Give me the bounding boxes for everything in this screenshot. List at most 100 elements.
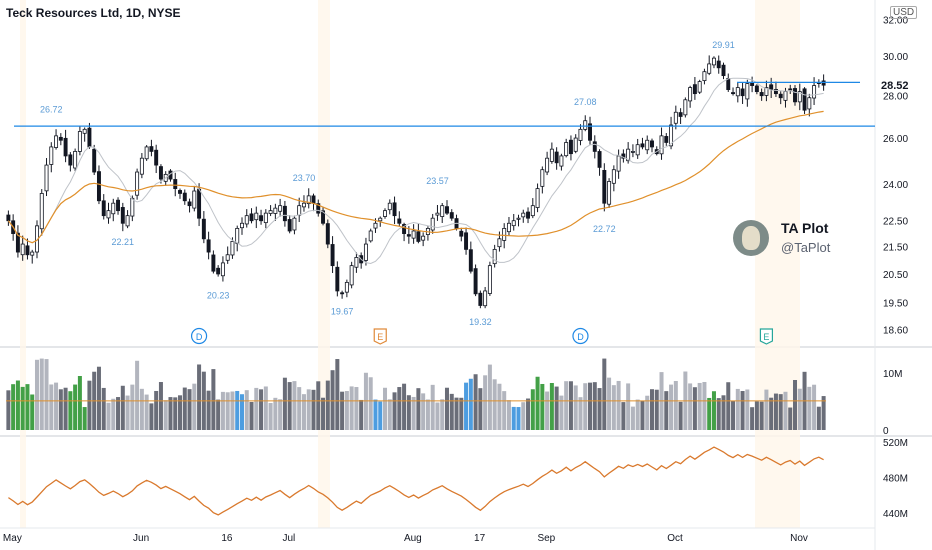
volume-bar [106, 402, 111, 430]
volume-bar [564, 381, 569, 430]
candle-up [707, 63, 712, 74]
candle-up [735, 87, 740, 97]
volume-bar [654, 389, 659, 430]
candle-up [487, 265, 492, 294]
volume-bar [192, 383, 197, 430]
price-tick-label: 26.00 [883, 134, 908, 145]
volume-bar [197, 364, 202, 430]
x-tick-label: Sep [537, 533, 555, 544]
candle-up [421, 235, 426, 241]
volume-bar [511, 406, 516, 430]
volume-bar [535, 376, 540, 430]
volume-bar [44, 359, 49, 430]
candle-down [96, 171, 101, 202]
candle-up [278, 205, 283, 212]
candle-up [683, 99, 688, 116]
volume-bar [473, 374, 478, 430]
candle-up [797, 91, 802, 103]
candle-down [197, 188, 202, 219]
candle-up [483, 290, 488, 307]
candle-down [778, 93, 783, 99]
volume-bar [182, 387, 187, 430]
candle-up [39, 193, 44, 230]
candle-up [30, 251, 35, 256]
volume-bar [764, 389, 769, 430]
candle-up [764, 87, 769, 96]
volume-bar [640, 400, 645, 430]
candle-down [464, 232, 469, 250]
candle-down [340, 292, 345, 295]
volume-bar [678, 401, 683, 430]
volume-bar [793, 380, 798, 430]
volume-bar [163, 400, 168, 430]
candle-down [597, 151, 602, 168]
volume-bar [454, 397, 459, 430]
candle-up [106, 210, 111, 219]
candle-up [626, 148, 631, 162]
candle-down [692, 84, 697, 95]
volume-bar [821, 396, 826, 430]
price-tick-label: 32.00 [883, 15, 908, 26]
brand-badge[interactable]: TA Plot @TaPlot [733, 216, 833, 262]
volume-bar [330, 370, 335, 430]
volume-bar [340, 391, 345, 430]
obv-tick-label: 440M [883, 509, 908, 520]
candle-up [292, 217, 297, 231]
candle-up [497, 238, 502, 248]
candle-down [721, 64, 726, 77]
volume-bar [568, 381, 573, 430]
volume-bar [578, 397, 583, 430]
volume-bar [435, 402, 440, 430]
volume-bar [630, 406, 635, 430]
candle-up [530, 205, 535, 217]
candle-up [130, 197, 135, 217]
currency-badge[interactable]: USD [890, 6, 918, 19]
candle-down [282, 205, 287, 222]
volume-bar [726, 382, 731, 430]
volume-bar [602, 358, 607, 430]
x-tick-label: Aug [404, 533, 422, 544]
volume-bar [688, 383, 693, 430]
volume-bar [444, 387, 449, 430]
volume-bar [740, 391, 745, 430]
candle-up [54, 135, 59, 148]
price-annotation: 19.67 [331, 307, 354, 317]
volume-bar [158, 382, 163, 430]
ma-slow-line [7, 110, 824, 244]
price-tick-label: 20.50 [883, 270, 908, 281]
candle-down [740, 88, 745, 97]
candle-down [726, 78, 731, 90]
volume-bar [368, 377, 373, 430]
volume-bar [769, 397, 774, 430]
volume-bar [239, 394, 244, 430]
candle-up [549, 148, 554, 162]
volume-bar [649, 389, 654, 430]
price-annotation: 20.23 [207, 291, 230, 301]
volume-bar [287, 382, 292, 430]
volume-bar [206, 390, 211, 430]
volume-bar [549, 382, 554, 430]
candle-up [263, 212, 268, 224]
volume-bar [635, 399, 640, 430]
candle-down [773, 88, 778, 95]
candle-down [173, 179, 178, 190]
candle-up [645, 139, 650, 151]
candle-up [192, 190, 197, 209]
volume-bar [416, 388, 421, 430]
volume-bar [669, 384, 674, 430]
candle-down [201, 218, 206, 240]
volume-bar [144, 394, 149, 430]
volume-bar [301, 394, 306, 430]
volume-bar [101, 387, 106, 430]
volume-bar [812, 384, 817, 430]
brand-handle: @TaPlot [781, 240, 831, 255]
candle-up [378, 217, 383, 222]
volume-bar [216, 399, 221, 430]
candle-up [559, 155, 564, 167]
candle-down [330, 244, 335, 267]
volume-bar [259, 389, 264, 430]
candle-down [759, 92, 764, 97]
volume-bar [573, 385, 578, 430]
candle-down [6, 214, 11, 222]
candle-down [678, 112, 683, 117]
